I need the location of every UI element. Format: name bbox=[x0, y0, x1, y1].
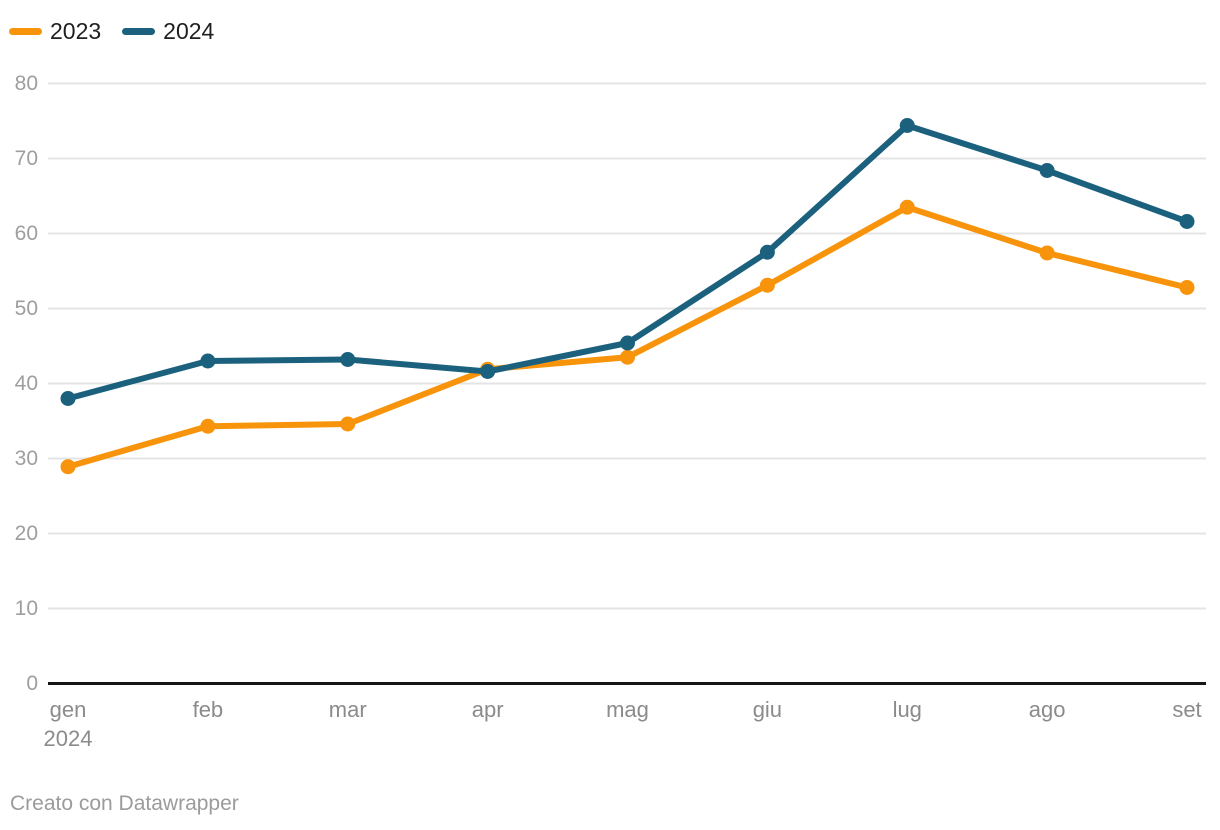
x-axis-year-label: 2024 bbox=[44, 726, 93, 751]
y-tick-label-60: 60 bbox=[15, 222, 38, 245]
x-tick-label-gen: gen bbox=[50, 697, 87, 722]
data-point-2024-mar[interactable] bbox=[340, 352, 356, 367]
data-point-2024-ago[interactable] bbox=[1039, 163, 1055, 178]
legend-swatch-2023 bbox=[9, 28, 42, 35]
y-tick-label-10: 10 bbox=[15, 597, 38, 620]
x-tick-label-giu: giu bbox=[753, 697, 782, 722]
data-point-2023-gen[interactable] bbox=[60, 459, 76, 475]
y-tick-label-20: 20 bbox=[15, 522, 38, 545]
x-tick-label-feb: feb bbox=[193, 697, 224, 722]
data-point-2024-lug[interactable] bbox=[899, 118, 915, 133]
legend-label-2024: 2024 bbox=[163, 18, 215, 44]
x-tick-label-ago: ago bbox=[1029, 697, 1066, 722]
data-point-2023-feb[interactable] bbox=[200, 418, 216, 434]
legend-label-2023: 2023 bbox=[50, 18, 102, 44]
y-tick-label-40: 40 bbox=[15, 372, 38, 395]
legend-item-2023: 2023 bbox=[9, 19, 101, 44]
data-point-2024-feb[interactable] bbox=[200, 353, 216, 369]
data-point-2023-giu[interactable] bbox=[759, 277, 775, 293]
x-tick-label-set: set bbox=[1172, 697, 1201, 722]
datawrapper-credit-link[interactable]: Creato con Datawrapper bbox=[10, 792, 239, 815]
data-point-2023-lug[interactable] bbox=[899, 199, 915, 215]
legend-swatch-2024 bbox=[122, 28, 156, 35]
x-tick-label-apr: apr bbox=[472, 697, 504, 722]
x-tick-label-mag: mag bbox=[606, 697, 649, 722]
data-point-2023-ago[interactable] bbox=[1039, 245, 1055, 261]
y-tick-label-80: 80 bbox=[15, 72, 38, 95]
data-point-2023-set[interactable] bbox=[1179, 280, 1195, 295]
data-point-2024-apr[interactable] bbox=[480, 364, 496, 379]
data-point-2024-set[interactable] bbox=[1179, 214, 1195, 229]
data-point-2023-mag[interactable] bbox=[620, 349, 635, 365]
y-tick-label-70: 70 bbox=[15, 147, 38, 170]
data-point-2024-giu[interactable] bbox=[759, 244, 775, 260]
x-tick-label-mar: mar bbox=[329, 697, 367, 722]
data-point-2024-gen[interactable] bbox=[60, 391, 76, 406]
y-tick-label-50: 50 bbox=[15, 297, 38, 320]
x-tick-label-lug: lug bbox=[893, 697, 922, 722]
chart-legend: 2023 2024 bbox=[9, 19, 214, 44]
data-point-2023-mar[interactable] bbox=[340, 416, 356, 432]
legend-item-2024: 2024 bbox=[122, 19, 214, 44]
data-point-2024-mag[interactable] bbox=[620, 335, 635, 351]
y-tick-label-30: 30 bbox=[15, 447, 38, 470]
y-tick-label-0: 0 bbox=[26, 672, 38, 695]
